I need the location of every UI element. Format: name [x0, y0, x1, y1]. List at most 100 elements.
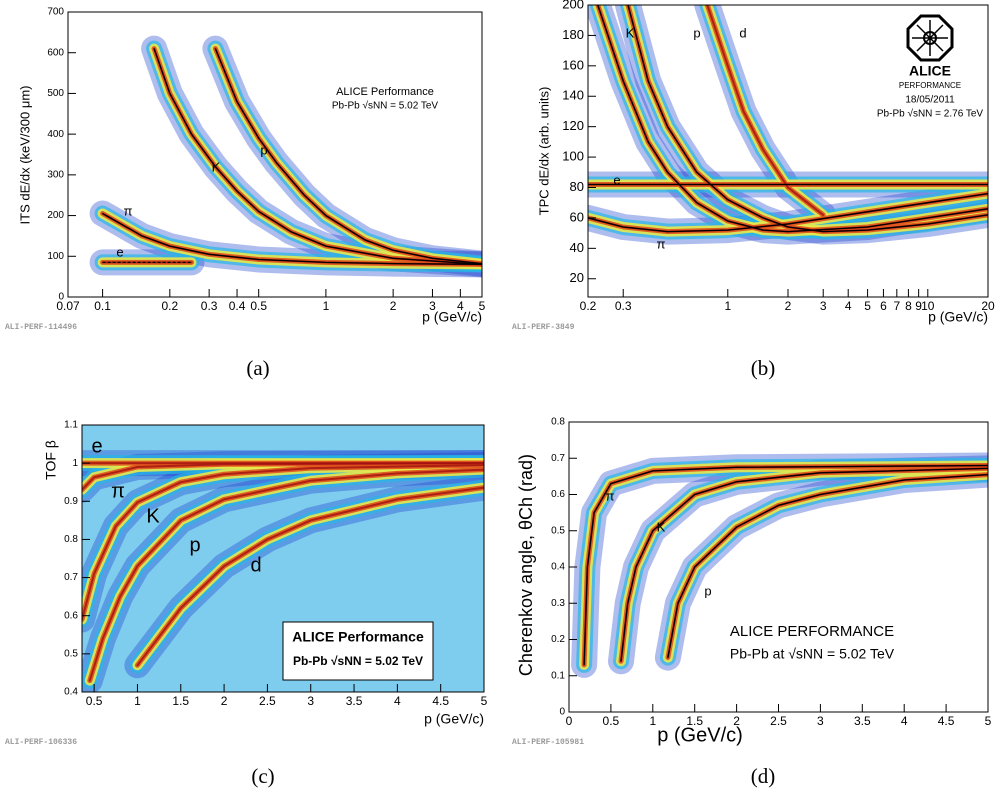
- x-tick-label: 7: [893, 299, 900, 313]
- y-tick-label: 600: [47, 47, 64, 58]
- plot-frame: [81, 424, 485, 693]
- x-tick-label: 2: [221, 694, 228, 708]
- y-tick-label: 120: [562, 118, 584, 133]
- x-tick-label: 3.5: [854, 714, 871, 728]
- density-band: [88, 468, 484, 682]
- panel-caption: (d): [751, 764, 776, 788]
- annotation: Pb-Pb at √sNN = 5.02 TeV: [730, 646, 895, 662]
- annotation: ALICE Performance: [292, 629, 424, 645]
- x-tick-label: 9: [915, 299, 922, 313]
- y-tick-label: 100: [562, 149, 584, 164]
- density-band: [706, 5, 825, 216]
- y-tick-label: 200: [47, 210, 64, 221]
- y-tick-label: 0.4: [551, 562, 565, 573]
- curve-label: K: [212, 159, 221, 174]
- y-axis-label: TPC dE/dx (arb. units): [536, 87, 551, 216]
- reference-id: ALI-PERF-105981: [512, 738, 584, 747]
- curve-label: p: [260, 142, 267, 157]
- y-tick-label: 0.6: [551, 489, 565, 500]
- x-tick-label: 6: [880, 299, 887, 313]
- plot-area: [571, 452, 988, 678]
- x-tick-label: 0.2: [161, 299, 178, 313]
- curve-label: p: [693, 25, 700, 40]
- y-axis-label: ITS dE/dx (keV/300 μm): [17, 86, 32, 225]
- x-tick-label: 4.5: [432, 694, 449, 708]
- x-tick-label: 4: [845, 299, 852, 313]
- panel: 0.5 1 1.5 2 2.5 3 3.5 4 4.5 5 0.4 0.5 0.6 0.7 0.8 0.9 1 1…: [5, 420, 488, 788]
- x-tick-label: 2.5: [770, 714, 787, 728]
- curve: [214, 48, 482, 265]
- x-tick-label: 0: [566, 714, 573, 728]
- x-tick-label: 3: [429, 299, 436, 313]
- plot-area: [89, 35, 482, 278]
- annotation: Pb-Pb √sNN = 5.02 TeV: [293, 654, 423, 668]
- y-tick-label: 140: [562, 88, 584, 103]
- y-tick-label: 180: [562, 27, 584, 42]
- y-tick-label: 0.4: [64, 687, 78, 698]
- panel: 0 0.5 1 1.5 2 2.5 3 3.5 4 4.5 5 0 0.1 0.2 0.3 0.4 0.5 0.6…: [512, 417, 992, 788]
- x-tick-label: 3: [307, 694, 314, 708]
- y-tick-label: 1: [72, 458, 78, 469]
- curve: [588, 192, 988, 233]
- plot-area: [82, 450, 484, 692]
- x-tick-label: 0.5: [603, 714, 620, 728]
- x-tick-label: 2: [390, 299, 397, 313]
- curve-label: p: [704, 583, 711, 598]
- annotation: ALICE PERFORMANCE: [730, 623, 894, 640]
- annotation: 18/05/2011: [905, 95, 955, 106]
- y-tick-label: 0.5: [551, 525, 565, 536]
- y-tick-label: 0.8: [64, 534, 78, 545]
- curve-label: K: [146, 505, 160, 527]
- x-axis-label: p (GeV/c): [657, 724, 743, 746]
- annotation: Pb-Pb √sNN = 5.02 TeV: [332, 100, 439, 112]
- x-tick-label: 0.3: [201, 299, 218, 313]
- x-tick-label: 1.5: [172, 694, 189, 708]
- x-tick-label: 0.1: [94, 299, 111, 313]
- x-tick-label: 0.3: [615, 299, 632, 313]
- curve: [153, 48, 482, 266]
- x-tick-label: 5: [985, 714, 992, 728]
- plot-frame: [67, 11, 483, 298]
- panel-caption: (a): [246, 356, 269, 380]
- x-tick-label: 0.07: [56, 299, 80, 313]
- curve-label: π: [606, 488, 615, 503]
- curve: [597, 5, 988, 233]
- y-tick-label: 400: [47, 129, 64, 140]
- y-axis-label: Cherenkov angle, θCh (rad): [516, 454, 536, 676]
- reference-id: ALI-PERF-114496: [5, 323, 77, 332]
- x-axis-label: p (GeV/c): [928, 309, 988, 325]
- curve-label: p: [189, 534, 200, 556]
- x-tick-label: 0.2: [580, 299, 597, 313]
- x-tick-label: 3: [817, 714, 824, 728]
- annotation: PERFORMANCE: [899, 81, 961, 90]
- x-tick-label: 1: [649, 714, 656, 728]
- x-tick-label: 2: [733, 714, 740, 728]
- curve: [620, 467, 988, 662]
- annotation: ALICE Performance: [336, 86, 434, 98]
- curve: [583, 464, 988, 665]
- y-tick-label: 200: [562, 0, 584, 11]
- x-axis-label: p (GeV/c): [422, 309, 482, 325]
- y-tick-label: 0.7: [551, 453, 565, 464]
- curve-label: π: [657, 236, 666, 251]
- curve-label: d: [250, 554, 261, 576]
- y-tick-label: 700: [47, 7, 64, 18]
- x-tick-label: 4: [901, 714, 908, 728]
- y-tick-label: 0.5: [64, 648, 78, 659]
- curve-label: π: [124, 203, 133, 218]
- x-tick-label: 0.5: [86, 694, 103, 708]
- annotation-box: [282, 621, 434, 681]
- x-tick-label: 4: [457, 299, 464, 313]
- x-tick-label: 20: [981, 299, 995, 313]
- x-tick-label: 1: [323, 299, 330, 313]
- y-tick-label: 60: [570, 209, 584, 224]
- reference-id: ALI-PERF-3849: [512, 323, 575, 332]
- y-tick-label: 0.7: [64, 572, 78, 583]
- y-tick-label: 0.3: [551, 598, 565, 609]
- panel-caption: (b): [751, 356, 776, 380]
- density-band: [82, 464, 484, 621]
- curve-label: e: [613, 172, 620, 187]
- y-tick-label: 0.2: [551, 634, 565, 645]
- annotation: Pb-Pb √sNN = 2.76 TeV: [877, 108, 984, 120]
- x-tick-label: 10: [921, 299, 935, 313]
